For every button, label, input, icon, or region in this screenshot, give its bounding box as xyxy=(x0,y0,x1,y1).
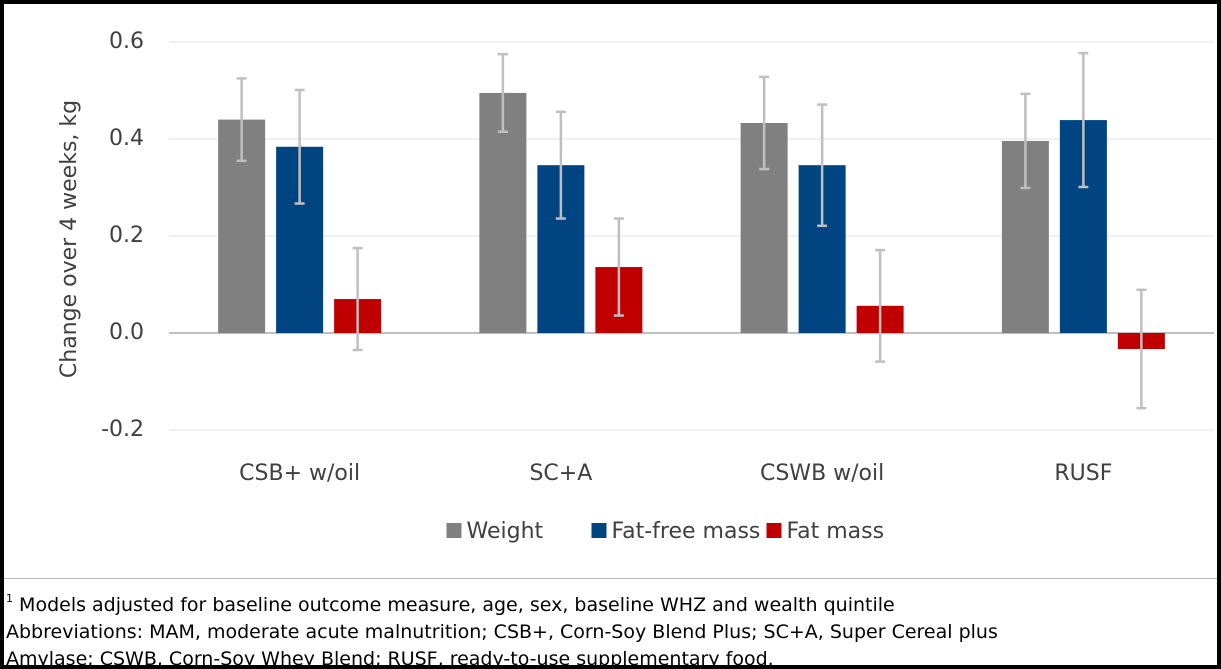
y-axis-title: Change over 4 weeks, kg xyxy=(57,100,82,378)
error-bar xyxy=(613,217,624,317)
legend-swatch xyxy=(766,523,782,538)
y-tick-label: -0.2 xyxy=(101,417,144,442)
x-tick-label: CSB+ w/oil xyxy=(239,461,360,486)
error-bar xyxy=(236,77,247,163)
error-bar xyxy=(1136,288,1147,410)
error-bar xyxy=(817,103,828,228)
footnote-line: 1 Models adjusted for baseline outcome m… xyxy=(6,585,1217,619)
footnote-line: Abbreviations: MAM, moderate acute malnu… xyxy=(6,621,998,643)
y-tick-label: 0.4 xyxy=(109,126,144,151)
footnote: 1 Models adjusted for baseline outcome m… xyxy=(4,578,1217,669)
footnote-marker: 1 xyxy=(6,592,13,605)
error-bar xyxy=(1078,51,1089,189)
legend-label: Fat mass xyxy=(787,519,885,544)
y-tick-label: 0.6 xyxy=(109,29,144,54)
y-tick-label: 0.0 xyxy=(109,320,144,345)
error-bar xyxy=(875,248,886,363)
legend-swatch xyxy=(591,523,607,538)
legend-label: Fat-free mass xyxy=(612,519,761,544)
x-tick-label: RUSF xyxy=(1054,461,1112,486)
error-bar xyxy=(294,88,305,205)
legend-label: Weight xyxy=(467,519,544,544)
error-bar xyxy=(555,110,566,220)
chart: Change over 4 weeks, kg -0.2 0.0 0.2 0.4 0.6… xyxy=(57,29,1214,544)
footnote-line: Amylase; CSWB, Corn-Soy Whey Blend; RUSF… xyxy=(6,648,774,669)
error-bar xyxy=(1020,92,1031,190)
x-tick-label: CSWB w/oil xyxy=(760,461,884,486)
x-tick-label: SC+A xyxy=(529,461,592,486)
error-bar xyxy=(352,246,363,352)
footnote-text: Models adjusted for baseline outcome mea… xyxy=(19,594,895,616)
y-tick-label: 0.2 xyxy=(109,223,144,248)
error-bar xyxy=(497,52,508,133)
legend-swatch xyxy=(446,523,462,538)
error-bar xyxy=(759,75,770,171)
